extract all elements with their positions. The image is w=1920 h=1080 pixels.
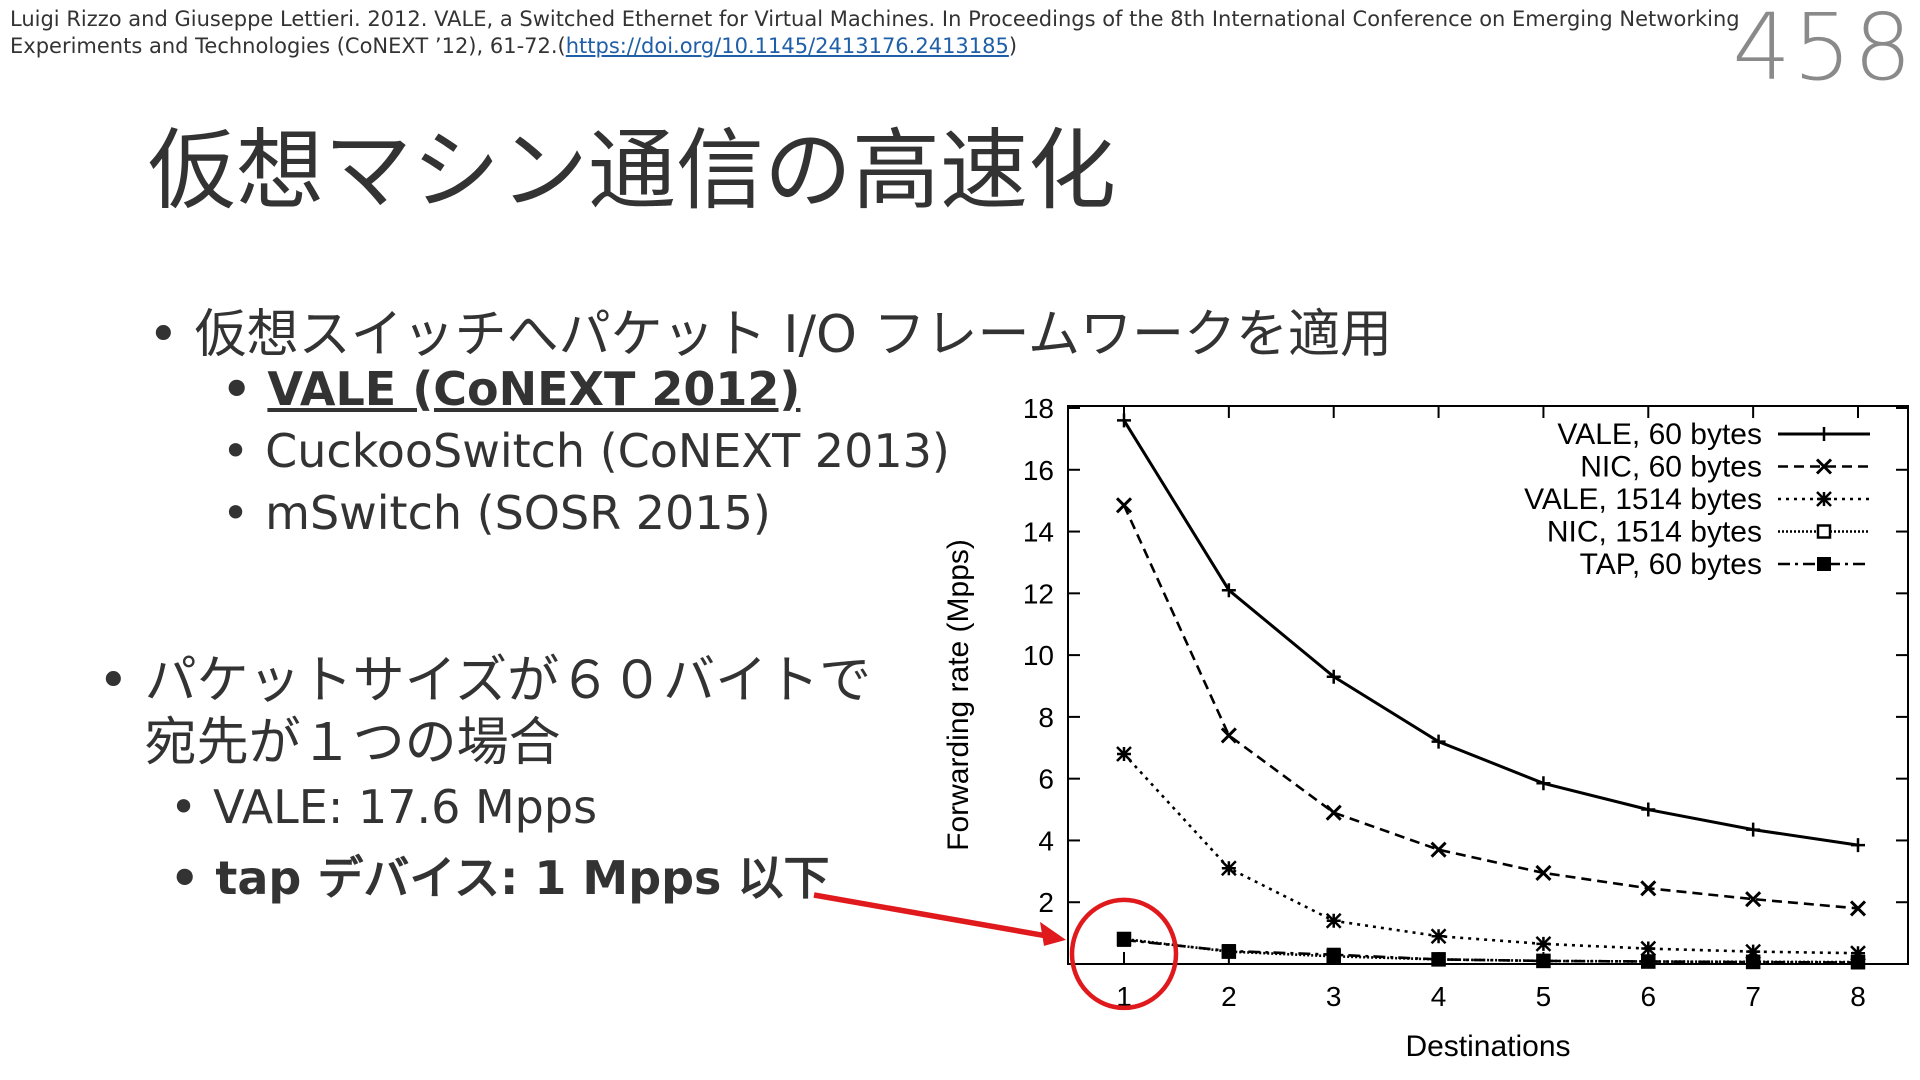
x-tick-label: 3 (1326, 981, 1342, 1012)
bullet-dot: • (148, 305, 179, 365)
bullet-sub-vale-rate-text: VALE: 17.6 Mpps (213, 780, 598, 834)
series-line-vale-1514-bytes (1123, 753, 1859, 955)
bullet-main-1-text: 仮想スイッチへパケット I/O フレームワークを適用 (194, 305, 1392, 365)
data-point-tap-60-bytes (1536, 953, 1551, 968)
data-point-vale-1514-bytes (1430, 928, 1447, 945)
legend-marker-nic-60-bytes (1815, 458, 1833, 475)
x-tick-label: 6 (1640, 981, 1656, 1012)
data-point-vale-1514-bytes (1535, 936, 1552, 952)
bullet-dot: • (222, 362, 252, 416)
bullet-sub-mswitch: • mSwitch (SOSR 2015) (222, 486, 771, 540)
bullet-main-2-line2: 宛先が１つの場合 (144, 713, 561, 773)
y-tick-label: 4 (1038, 825, 1054, 856)
bullet-sub-vale-text[interactable]: VALE (CoNEXT 2012) (267, 362, 801, 416)
legend-label-nic-60-bytes: NIC, 60 bytes (1580, 451, 1762, 484)
bullet-sub-tap-rate: • tap デバイス: 1 Mpps 以下 (170, 842, 829, 908)
citation: Luigi Rizzo and Giuseppe Lettieri. 2012.… (10, 6, 1750, 60)
legend-marker-nic-1514-bytes (1816, 524, 1832, 539)
data-point-tap-60-bytes (1326, 947, 1341, 962)
series-line-nic-60-bytes (1122, 504, 1859, 910)
data-point-nic-60-bytes (1430, 841, 1447, 858)
bullet-dot: • (222, 424, 250, 478)
legend-label-vale-60-bytes: VALE, 60 bytes (1557, 418, 1762, 451)
data-point-vale-60-bytes (1641, 802, 1656, 817)
page-number: 458 (1732, 0, 1914, 101)
data-point-vale-1514-bytes (1116, 746, 1132, 762)
highlight-arrow-head (1040, 921, 1066, 946)
y-tick-label: 8 (1038, 702, 1054, 733)
slide-title: 仮想マシン通信の高速化 (148, 119, 1117, 222)
data-point-tap-60-bytes (1851, 955, 1865, 970)
data-point-tap-60-bytes (1746, 955, 1761, 970)
data-point-tap-60-bytes (1431, 952, 1446, 967)
series-line-vale-60-bytes (1122, 419, 1859, 847)
citation-text: Luigi Rizzo and Giuseppe Lettieri. 2012.… (10, 7, 1740, 58)
series-line-tap-60-bytes (1123, 938, 1859, 964)
citation-suffix: ) (1008, 34, 1018, 58)
bullet-main-2: • パケットサイズが６０バイトで 宛先が１つの場合 (98, 650, 871, 774)
y-tick-label: 16 (1023, 455, 1054, 486)
data-point-tap-60-bytes (1117, 932, 1131, 947)
bullet-sub-cuckooswitch: • CuckooSwitch (CoNEXT 2013) (222, 424, 950, 478)
x-tick-label: 1 (1116, 981, 1132, 1012)
data-point-vale-60-bytes (1851, 838, 1865, 853)
data-point-vale-60-bytes (1326, 669, 1341, 684)
bullet-dot: • (222, 486, 250, 540)
legend-marker-vale-1514-bytes (1816, 491, 1832, 507)
bullet-sub-cuckooswitch-text: CuckooSwitch (CoNEXT 2013) (265, 424, 950, 478)
data-point-vale-60-bytes (1431, 734, 1446, 749)
bullet-sub-tap-rate-text: tap デバイス: 1 Mpps 以下 (215, 851, 830, 905)
y-tick-label: 6 (1038, 764, 1054, 795)
data-point-nic-60-bytes (1325, 804, 1342, 821)
bullet-dot: • (170, 780, 198, 834)
data-point-vale-60-bytes (1221, 583, 1236, 598)
y-tick-label: 14 (1023, 517, 1054, 548)
data-point-nic-60-bytes (1640, 880, 1657, 897)
x-tick-label: 8 (1850, 981, 1866, 1012)
bullet-sub-vale: • VALE (CoNEXT 2012) (222, 362, 800, 416)
data-point-vale-1514-bytes (1850, 945, 1866, 962)
x-tick-label: 4 (1431, 981, 1447, 1012)
highlight-circle (1069, 897, 1179, 1011)
data-point-vale-60-bytes (1117, 413, 1131, 428)
data-point-tap-60-bytes (1221, 944, 1236, 959)
data-point-nic-60-bytes (1849, 900, 1867, 917)
legend-marker-vale-60-bytes (1817, 427, 1831, 441)
legend-label-nic-1514-bytes: NIC, 1514 bytes (1547, 516, 1762, 549)
bullet-main-1: • 仮想スイッチへパケット I/O フレームワークを適用 (148, 292, 1392, 367)
data-point-vale-1514-bytes (1745, 943, 1762, 960)
y-axis-label: Forwarding rate (Mpps) (942, 539, 975, 851)
bullet-sub-mswitch-text: mSwitch (SOSR 2015) (265, 486, 771, 540)
data-point-vale-1514-bytes (1640, 940, 1657, 957)
bullet-dot: • (98, 651, 129, 711)
data-point-tap-60-bytes (1641, 954, 1656, 969)
plot-frame (1067, 405, 1909, 965)
data-point-nic-60-bytes (1115, 497, 1133, 514)
series-line-nic-1514-bytes (1123, 937, 1859, 964)
y-tick-label: 18 (1023, 393, 1054, 424)
bullet-sub-vale-rate: • VALE: 17.6 Mpps (170, 780, 597, 834)
data-point-nic-60-bytes (1220, 727, 1237, 744)
x-tick-label: 2 (1221, 981, 1237, 1012)
data-point-nic-60-bytes (1745, 891, 1762, 908)
data-point-vale-60-bytes (1746, 822, 1761, 837)
x-axis-label: Destinations (1405, 1030, 1570, 1063)
legend-label-vale-1514-bytes: VALE, 1514 bytes (1524, 483, 1762, 516)
legend-label-tap-60-bytes: TAP, 60 bytes (1580, 548, 1762, 581)
x-tick-label: 5 (1536, 981, 1552, 1012)
data-point-nic-60-bytes (1535, 864, 1552, 881)
legend-marker-tap-60-bytes (1817, 557, 1831, 571)
y-tick-label: 10 (1023, 640, 1054, 671)
data-point-vale-1514-bytes (1325, 912, 1342, 929)
data-point-vale-1514-bytes (1220, 860, 1237, 877)
y-tick-label: 12 (1023, 578, 1054, 609)
bullet-dot: • (170, 851, 200, 905)
highlight-arrow-line (813, 892, 1059, 941)
x-tick-label: 7 (1745, 981, 1761, 1012)
y-tick-label: 2 (1038, 887, 1054, 918)
doi-link[interactable]: https://doi.org/10.1145/2413176.2413185 (565, 34, 1009, 58)
data-point-vale-60-bytes (1536, 776, 1551, 791)
bullet-main-2-line1: パケットサイズが６０バイトで (144, 651, 872, 711)
